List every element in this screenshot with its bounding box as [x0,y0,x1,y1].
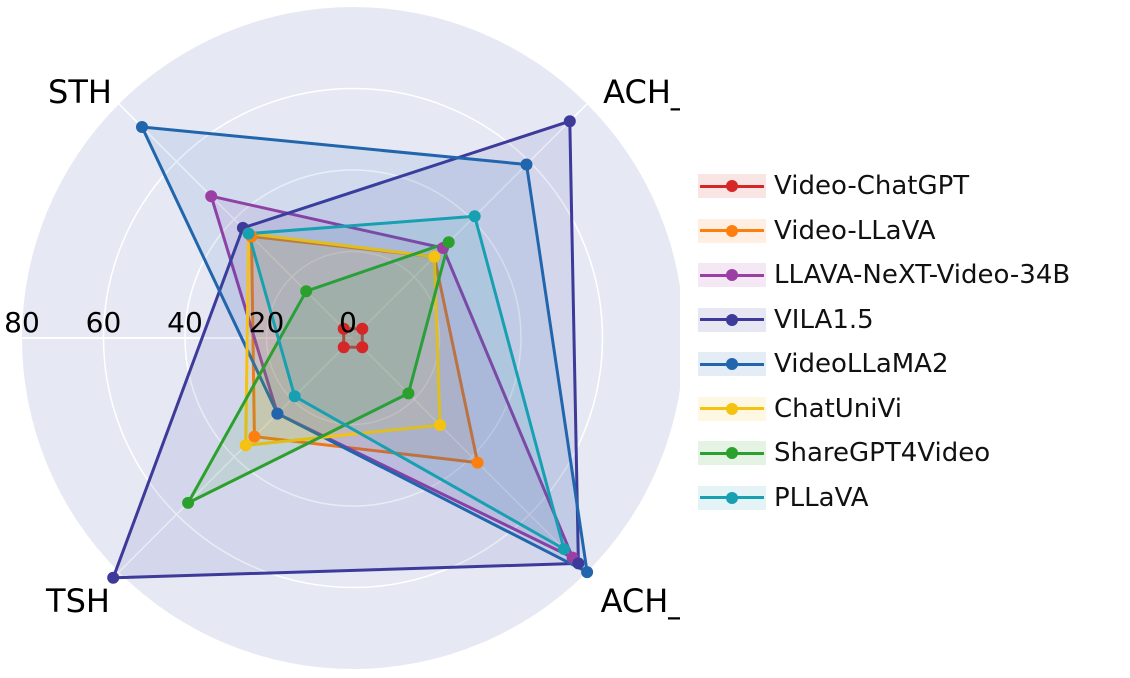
legend-swatch [698,211,766,251]
legend-label: VILA1.5 [774,304,874,335]
legend-swatch [698,389,766,429]
data-point [356,341,369,354]
legend-swatch [698,300,766,340]
radial-spoke [118,103,350,335]
legend-item: VideoLLaMA2 [698,342,1128,387]
radial-tick-label: 60 [86,306,122,339]
legend-label: ChatUniVi [774,393,902,424]
legend-item: Video-ChatGPT [698,164,1128,209]
data-point [471,456,484,469]
legend-swatch [698,166,766,206]
data-point [107,571,120,584]
radial-tick-label: 40 [167,306,203,339]
legend-label: Video-LLaVA [774,215,936,246]
data-point [356,322,369,335]
legend-swatch [698,433,766,473]
data-point [468,210,481,223]
legend-item: ChatUniVi [698,387,1128,432]
data-point [442,236,455,249]
legend-item: ShareGPT4Video [698,431,1128,476]
data-point [300,285,313,298]
label-layer: STH ACH_BinaryQA ACH_MCQ TSH 0 20 40 60 80 [4,73,680,620]
data-point [581,566,594,579]
data-point [271,407,284,420]
series-layer [107,115,594,584]
data-point [563,115,576,128]
data-point [136,121,148,133]
data-point [242,227,255,240]
legend-item: LLAVA-NeXT-Video-34B [698,253,1128,298]
data-point [402,387,415,400]
data-point [337,322,350,335]
radial-tick-label: 80 [4,306,40,339]
legend-label: Video-ChatGPT [774,171,970,202]
radar-chart: STH ACH_BinaryQA ACH_MCQ TSH 0 20 40 60 80 [4,7,680,669]
data-point [572,557,585,570]
legend-label: VideoLLaMA2 [774,349,949,380]
radial-tick-label: 20 [249,306,285,339]
legend-label: LLAVA-NeXT-Video-34B [774,260,1071,291]
radial-spoke [356,341,588,573]
legend-swatch [698,344,766,384]
legend-label: ShareGPT4Video [774,438,991,469]
radial-tick-label: 0 [339,306,357,339]
legend-swatch [698,478,766,518]
legend-swatch [698,255,766,295]
data-point [520,158,533,171]
legend: Video-ChatGPT Video-LLaVA LLAVA-NeXT-Video… [698,164,1128,520]
data-point [205,190,218,203]
radial-spoke [118,341,350,573]
data-point [434,419,447,432]
axis-label: STH [48,73,112,111]
axis-label: ACH_MCQ [601,582,680,620]
legend-item: VILA1.5 [698,298,1128,343]
data-point [428,250,441,263]
data-point [182,496,195,509]
data-point [288,390,301,403]
data-point [337,341,350,354]
legend-item: PLLaVA [698,476,1128,521]
axis-label: ACH_BinaryQA [603,73,680,111]
data-point [248,430,261,443]
data-point [558,543,570,555]
legend-label: PLLaVA [774,482,869,513]
legend-item: Video-LLaVA [698,209,1128,254]
data-point [239,439,252,452]
axis-label: TSH [45,582,110,620]
